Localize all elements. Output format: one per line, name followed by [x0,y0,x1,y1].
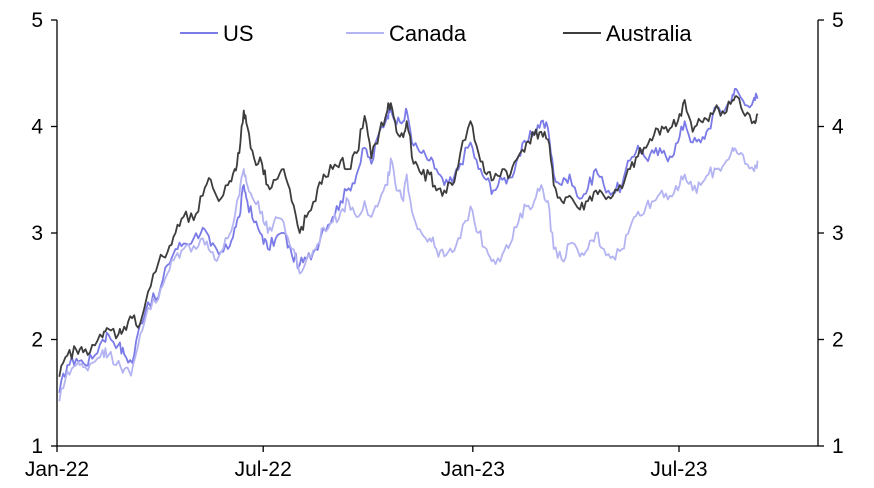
x-tick-label: Jan-23 [441,458,505,481]
y-tick-label-left: 5 [31,9,43,32]
series-line-australia [59,96,757,377]
y-tick-label-left: 3 [31,222,43,245]
chart-series-lines [59,89,757,401]
chart-legend: US Canada Australia [180,21,692,46]
x-tick-label: Jan-22 [25,458,89,481]
y-tick-label-left: 2 [31,329,43,352]
y-tick-label-left: 4 [31,116,43,139]
y-tick-label-right: 2 [832,329,844,352]
x-tick-label: Jul-23 [650,458,707,481]
y-tick-label-left: 1 [31,435,43,458]
y-tick-label-right: 4 [832,116,844,139]
legend-label-us: US [223,21,254,46]
x-tick-label: Jul-22 [235,458,292,481]
y-tick-label-right: 5 [832,9,844,32]
series-line-us [59,89,757,393]
y-tick-label-right: 3 [832,222,844,245]
y-tick-label-right: 1 [832,435,844,458]
legend-label-australia: Australia [606,21,692,46]
legend-label-canada: Canada [389,21,467,46]
